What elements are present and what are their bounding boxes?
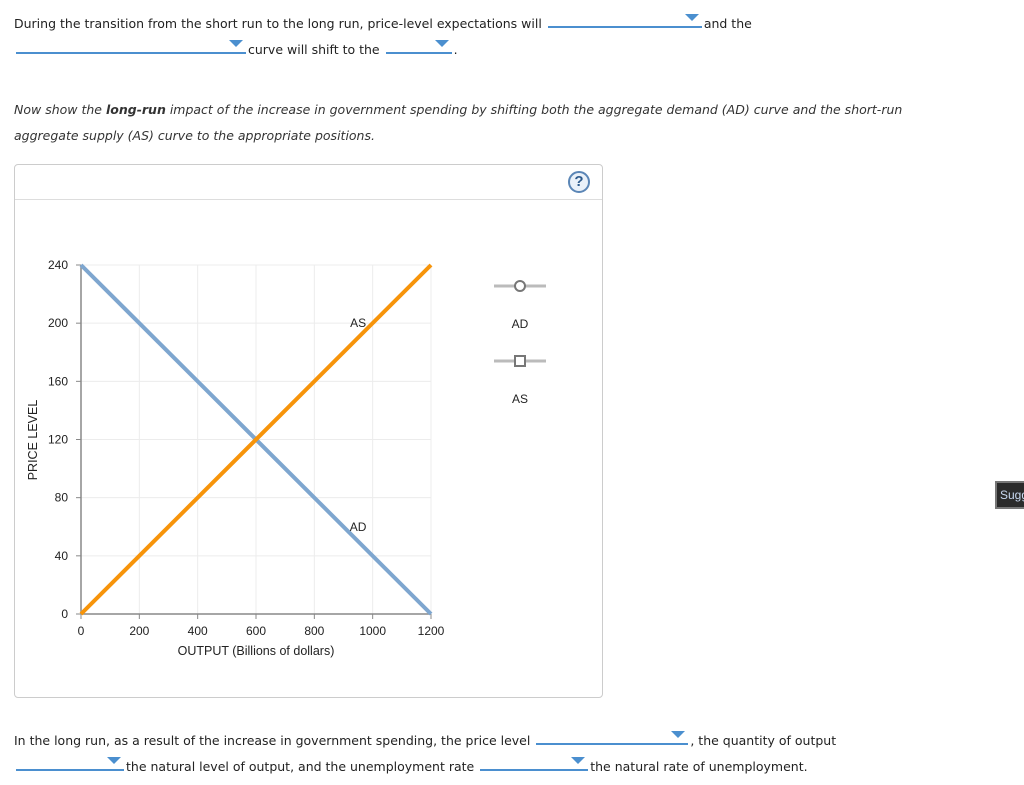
q1-text-c: curve will shift to the	[248, 42, 380, 57]
graph-panel-header: ?	[15, 165, 602, 200]
q2-text-a: In the long run, as a result of the incr…	[14, 733, 531, 748]
price-level-dropdown[interactable]	[536, 729, 689, 745]
question-2-line-1: In the long run, as a result of the incr…	[14, 729, 836, 748]
unemployment-dropdown[interactable]	[480, 755, 589, 771]
q2-text-d: the natural rate of unemployment.	[590, 759, 808, 774]
suggestion-button[interactable]: Sugg	[995, 481, 1024, 509]
chevron-down-icon	[684, 14, 699, 21]
instr-part1: Now show the	[14, 102, 106, 117]
help-button[interactable]: ?	[568, 171, 590, 193]
q1-text-d: .	[453, 42, 458, 57]
instructions-line-2: aggregate supply (AS) curve to the appro…	[14, 128, 375, 143]
curve-dropdown[interactable]	[16, 38, 246, 54]
question-1-line-2: curve will shift to the .	[14, 38, 458, 57]
q2-text-c: the natural level of output, and the une…	[126, 759, 475, 774]
instr-part2: impact of the increase in government spe…	[165, 102, 903, 117]
chevron-down-icon	[571, 757, 586, 764]
output-dropdown[interactable]	[16, 755, 124, 771]
expectations-dropdown[interactable]	[547, 12, 702, 28]
question-1-line-1: During the transition from the short run…	[14, 12, 752, 31]
chevron-down-icon	[107, 757, 121, 764]
chevron-down-icon	[434, 40, 449, 47]
question-2-line-2: the natural level of output, and the une…	[14, 755, 808, 774]
q2-text-b: , the quantity of output	[690, 733, 837, 748]
instructions-line-1: Now show the long-run impact of the incr…	[14, 102, 902, 117]
graph-panel: ?	[14, 164, 603, 698]
direction-dropdown[interactable]	[385, 38, 452, 54]
instr-bold: long-run	[105, 102, 166, 117]
chevron-down-icon	[229, 40, 243, 47]
chevron-down-icon	[671, 731, 686, 738]
q1-text-b: and the	[703, 16, 752, 31]
q1-text-a: During the transition from the short run…	[14, 16, 542, 31]
